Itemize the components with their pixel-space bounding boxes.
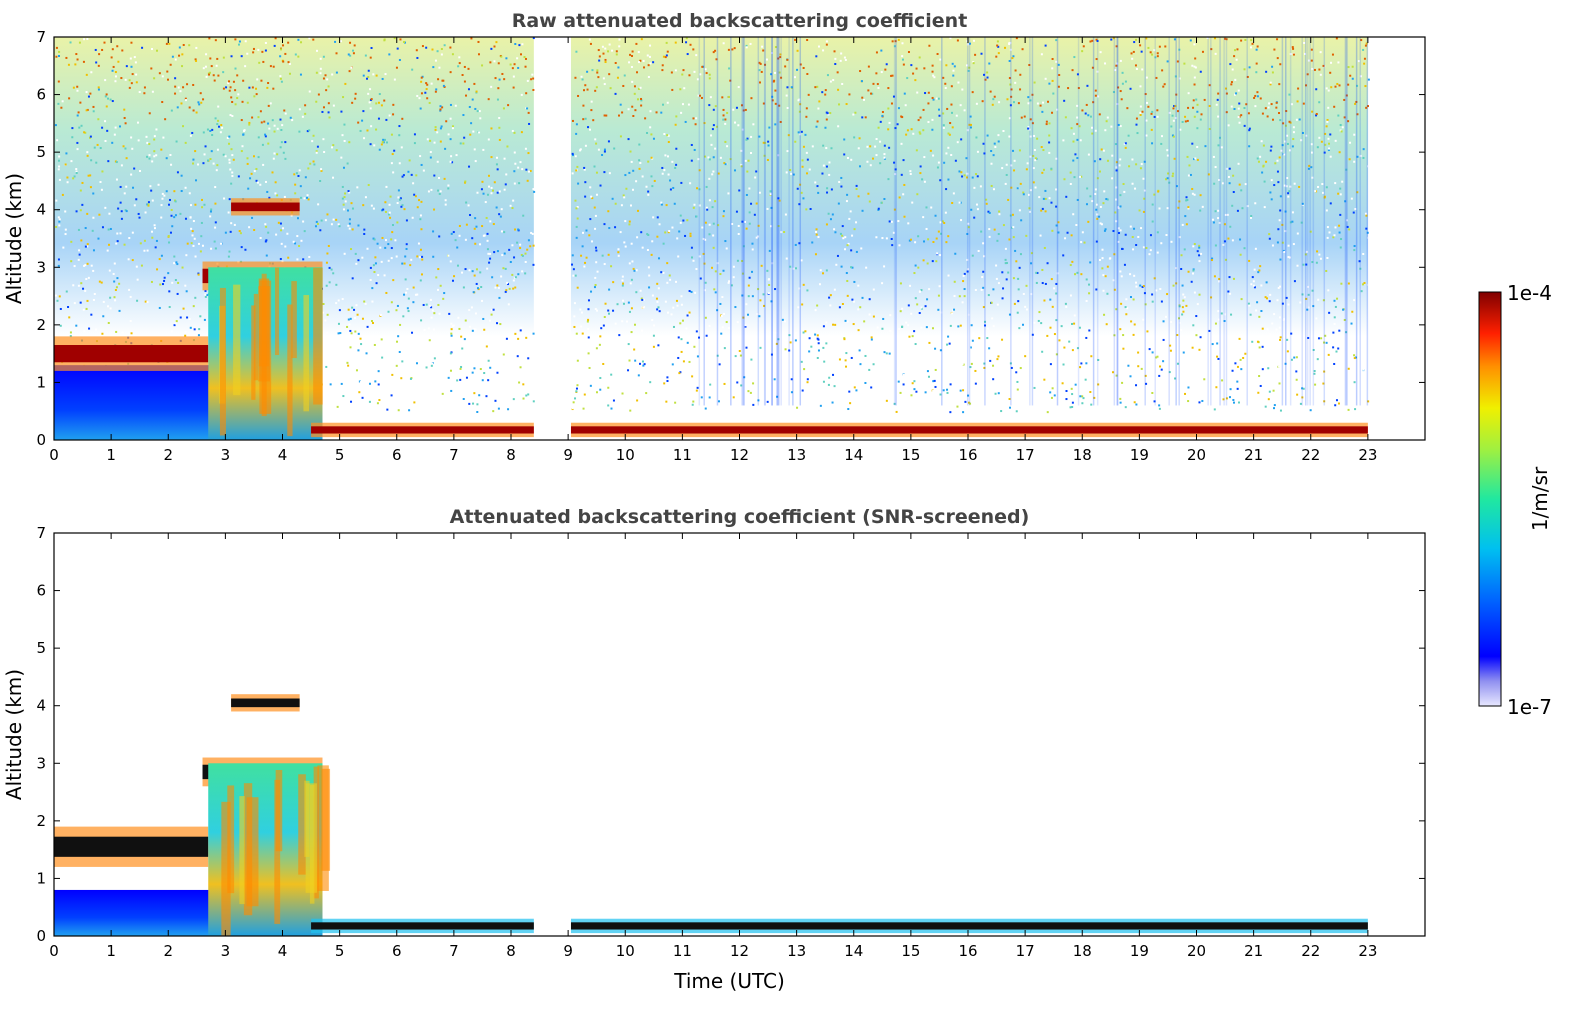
- y-tick-label: 3: [36, 258, 46, 276]
- x-tick-label: 12: [730, 942, 749, 960]
- colorbar-label: 1/m/sr: [1528, 466, 1552, 531]
- x-tick-label: 0: [49, 942, 59, 960]
- x-tick-label: 17: [1016, 942, 1035, 960]
- x-tick-label: 14: [844, 942, 863, 960]
- elevated-thin-layer: [231, 694, 300, 712]
- y-axis-label: Altitude (km): [2, 669, 26, 800]
- y-tick-label: 4: [36, 697, 46, 715]
- x-tick-label: 20: [1187, 942, 1206, 960]
- y-tick-label: 1: [36, 869, 46, 887]
- y-tick-label: 0: [36, 927, 46, 945]
- colorbar: 1e-4 1e-7 1/m/sr: [1478, 281, 1552, 719]
- x-tick-label: 21: [1244, 446, 1263, 464]
- x-tick-label: 16: [958, 942, 977, 960]
- elevated-thin-layer: [231, 198, 300, 216]
- y-tick-label: 2: [36, 316, 46, 334]
- x-tick-label: 6: [392, 942, 402, 960]
- y-tick-label: 2: [36, 812, 46, 830]
- y-tick-label: 7: [36, 524, 46, 542]
- y-tick-label: 0: [36, 431, 46, 449]
- x-tick-label: 23: [1358, 942, 1377, 960]
- x-tick-label: 15: [901, 446, 920, 464]
- y-tick-label: 1: [36, 373, 46, 391]
- x-tick-label: 15: [901, 942, 920, 960]
- x-tick-label: 8: [506, 942, 516, 960]
- x-tick-label: 10: [616, 942, 635, 960]
- y-tick-label: 3: [36, 754, 46, 772]
- x-tick-label: 2: [163, 942, 173, 960]
- x-tick-label: 3: [221, 942, 231, 960]
- x-tick-label: 0: [49, 446, 59, 464]
- x-tick-label: 1: [106, 942, 116, 960]
- x-axis-label: Time (UTC): [673, 969, 785, 993]
- x-tick-label: 21: [1244, 942, 1263, 960]
- x-tick-label: 18: [1073, 942, 1092, 960]
- x-tick-label: 9: [563, 942, 573, 960]
- x-tick-label: 4: [278, 942, 288, 960]
- x-tick-label: 5: [335, 942, 345, 960]
- x-tick-label: 19: [1130, 446, 1149, 464]
- colorbar-gradient: [1478, 291, 1502, 707]
- x-tick-label: 5: [335, 446, 345, 464]
- y-tick-label: 5: [36, 639, 46, 657]
- noise-speckle: [54, 37, 1370, 414]
- y-tick-label: 6: [36, 582, 46, 600]
- x-tick-label: 6: [392, 446, 402, 464]
- x-tick-label: 9: [563, 446, 573, 464]
- colorbar-min-label: 1e-7: [1507, 695, 1552, 719]
- y-tick-label: 6: [36, 86, 46, 104]
- x-tick-label: 22: [1301, 942, 1320, 960]
- x-tick-label: 4: [278, 446, 288, 464]
- x-tick-label: 1: [106, 446, 116, 464]
- x-tick-label: 13: [787, 942, 806, 960]
- y-tick-label: 5: [36, 143, 46, 161]
- x-tick-label: 3: [221, 446, 231, 464]
- near-surface-layer: [311, 918, 534, 934]
- x-tick-label: 2: [163, 446, 173, 464]
- near-surface-layer: [570, 918, 1368, 934]
- boundary-layer-aerosol: [54, 889, 226, 936]
- x-tick-label: 19: [1130, 942, 1149, 960]
- near-surface-layer: [570, 422, 1368, 438]
- bottom-panel: Attenuated backscattering coefficient (S…: [2, 506, 1426, 993]
- y-tick-label: 7: [36, 28, 46, 46]
- top-panel: Raw attenuated backscattering coefficien…: [2, 10, 1426, 464]
- heatmap-area: [54, 37, 1425, 440]
- x-tick-label: 16: [958, 446, 977, 464]
- heatmap-area: [54, 533, 1425, 936]
- low-cloud-layer: [54, 336, 209, 371]
- x-tick-label: 7: [449, 446, 459, 464]
- x-tick-label: 14: [844, 446, 863, 464]
- x-tick-label: 8: [506, 446, 516, 464]
- y-tick-label: 4: [36, 201, 46, 219]
- chart-title: Attenuated backscattering coefficient (S…: [450, 506, 1030, 528]
- low-cloud-layer: [54, 826, 209, 867]
- x-tick-label: 20: [1187, 446, 1206, 464]
- x-tick-label: 7: [449, 942, 459, 960]
- x-tick-label: 22: [1301, 446, 1320, 464]
- x-tick-label: 17: [1016, 446, 1035, 464]
- near-surface-layer: [311, 422, 534, 438]
- x-tick-label: 23: [1358, 446, 1377, 464]
- chart-title: Raw attenuated backscattering coefficien…: [512, 10, 968, 32]
- background-signal: [570, 37, 1368, 412]
- x-tick-label: 11: [673, 942, 692, 960]
- x-tick-label: 12: [730, 446, 749, 464]
- x-tick-label: 18: [1073, 446, 1092, 464]
- x-tick-label: 13: [787, 446, 806, 464]
- y-axis-label: Altitude (km): [2, 173, 26, 304]
- boundary-layer-aerosol: [54, 365, 226, 440]
- x-tick-label: 11: [673, 446, 692, 464]
- colorbar-max-label: 1e-4: [1507, 281, 1552, 305]
- x-tick-label: 10: [616, 446, 635, 464]
